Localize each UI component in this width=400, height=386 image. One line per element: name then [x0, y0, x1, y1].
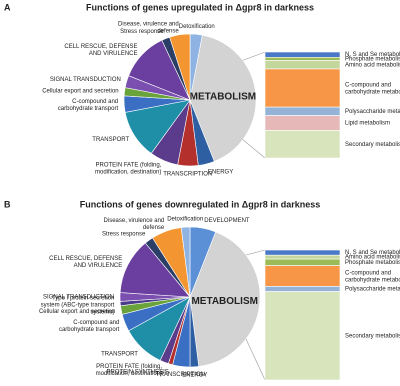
bar-segment [264, 68, 341, 108]
chart-title: Functions of genes downregulated in Δgpr… [80, 199, 321, 209]
bar-label: Phosphate metabolism [345, 260, 400, 266]
connector [242, 51, 266, 61]
slice-label: Disease, virulence and defense [118, 21, 179, 34]
connector [242, 139, 266, 159]
slice-label: Type I protein secretion system (ABC-type… [41, 295, 115, 315]
bar-segment [264, 56, 341, 61]
slice-label: SIGNAL TRANSDUCTION [50, 77, 121, 83]
bar-label: Amino acid metabolism [345, 255, 400, 261]
slice-label: Detoxification [167, 217, 203, 223]
slice-label: C-compound and carbohydrate transport [58, 99, 119, 112]
pie-slice [189, 231, 261, 367]
slice-label: METABOLISM [191, 296, 257, 307]
slice-label: CELL RESCUE, DEFENSE AND VIRULENCE [49, 256, 122, 269]
slice-label: TRANSCRIPTION [163, 172, 212, 178]
connector [245, 338, 266, 381]
slice-label: ENERGY [208, 169, 233, 175]
bar-segment [264, 265, 341, 287]
connector [245, 249, 266, 256]
slice-label: PROTEIN FATE (folding, modification, dest… [95, 162, 162, 175]
bar-label: N, S and Se metabolism [345, 52, 400, 58]
bar-label: Secondary metabolism [345, 333, 400, 339]
pie-slice [119, 242, 191, 298]
slice-label: PROTEIN SYNTHESIS [106, 369, 168, 375]
slice-label: PROTEIN FATE (folding, modification, dest… [96, 364, 163, 377]
bar-segment [264, 60, 341, 70]
bar-label: Polysaccharide metabolism [345, 109, 400, 115]
slice-label: Stress response [120, 29, 164, 35]
bar-label: Polysaccharide metabolism [345, 287, 400, 293]
bar-segment [264, 115, 341, 131]
bar-label: Phosphate metabolism [345, 56, 400, 62]
pie-slice [180, 226, 191, 298]
slice-label: Disease, virulence and defense [104, 218, 165, 231]
slice-label: Stress response [102, 231, 146, 237]
slice-label: METABOLISM [190, 92, 256, 103]
slice-label: Cellular export and secretion [39, 309, 115, 315]
bar-segment [264, 106, 341, 116]
slice-label: Cellular export and secretion [42, 88, 118, 94]
panel-label: A [4, 2, 11, 12]
bar-label: Amino acid metabolism [345, 62, 400, 68]
bar-label: Secondary metabolism [345, 142, 400, 148]
bar-segment [264, 291, 341, 381]
slice-label: Detoxification [179, 24, 215, 30]
slice-label: SIGNAL TRANSDUCTION [43, 295, 114, 301]
bar-segment [264, 51, 341, 58]
slice-label: TRANSPORT [92, 137, 129, 143]
bar-label: Lipid metabolism [345, 121, 390, 127]
slice-label: CELL RESCUE, DEFENSE AND VIRULENCE [64, 43, 137, 56]
pie-slice [189, 34, 257, 162]
panel-label: B [4, 199, 11, 209]
bar-segment [264, 130, 341, 159]
bar-segment [264, 286, 341, 292]
bar-label: N, S and Se metabolism [345, 250, 400, 256]
bar-segment [264, 254, 341, 260]
slice-label: TRANSCRIPTION [156, 372, 205, 378]
bar-segment [264, 258, 341, 266]
slice-label: TRANSPORT [101, 351, 138, 357]
slice-label: C-compound and carbohydrate transport [59, 320, 120, 333]
slice-label: DEVELOPMENT [204, 218, 250, 224]
slice-label: ENERGY [182, 372, 207, 378]
chart-title: Functions of genes upregulated in Δgpr8 … [86, 2, 314, 12]
bar-segment [264, 249, 341, 256]
pie-slice [169, 33, 191, 101]
